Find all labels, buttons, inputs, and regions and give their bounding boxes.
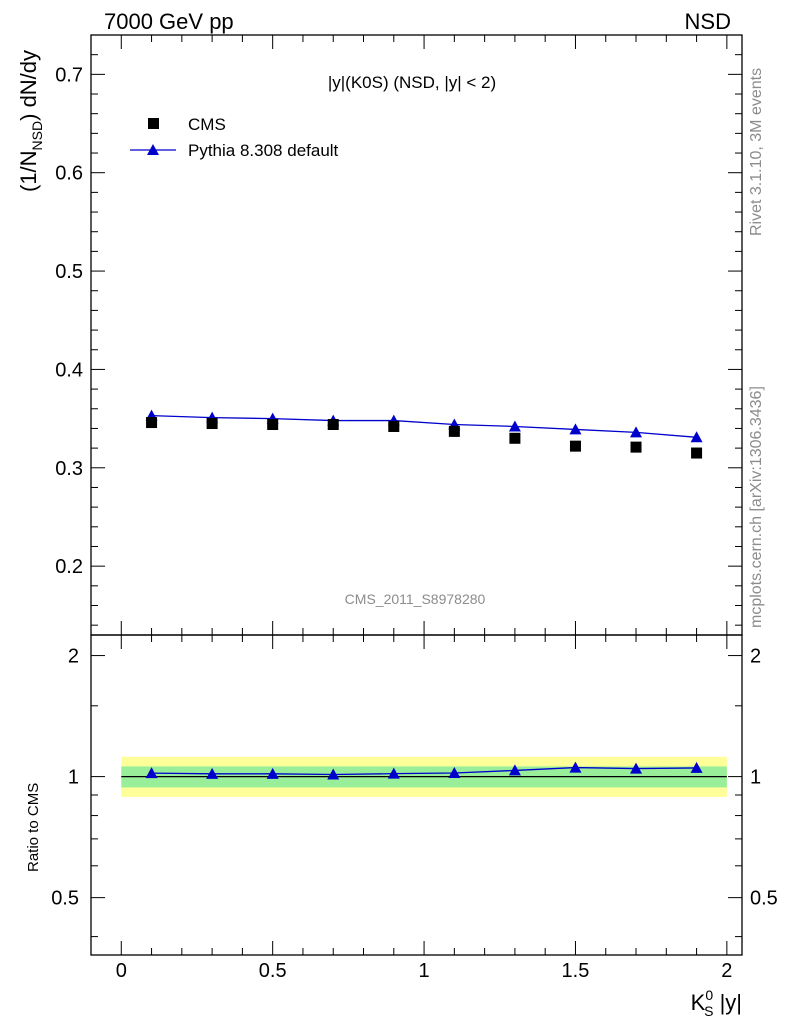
ratio-axis-ticks bbox=[90, 635, 742, 955]
pythia-line bbox=[151, 415, 697, 438]
analysis-watermark: CMS_2011_S8978280 bbox=[345, 591, 486, 607]
rivet-version-label: Rivet 3.1.10, 3M events bbox=[748, 68, 765, 236]
ratio-pythia-point bbox=[206, 767, 219, 779]
cms-point bbox=[146, 417, 158, 429]
cms-point bbox=[267, 419, 279, 431]
ratio-pythia-point bbox=[508, 764, 521, 776]
y-tick-label: 0.3 bbox=[55, 458, 83, 480]
y-tick-label: 0.7 bbox=[55, 64, 83, 86]
legend-label-cms: CMS bbox=[188, 115, 226, 134]
ratio-pythia-point bbox=[327, 768, 340, 780]
cms-point bbox=[388, 420, 400, 432]
ratio-pythia-point bbox=[266, 767, 279, 779]
ratio-y-tick-label-left: 0.5 bbox=[51, 888, 79, 910]
legend: CMS Pythia 8.308 default bbox=[130, 115, 339, 160]
header-right-label: NSD bbox=[685, 9, 731, 34]
ratio-y-tick-label-left: 2 bbox=[68, 646, 79, 668]
main-title: |y|(K0S) (NSD, |y| < 2) bbox=[328, 73, 496, 92]
cms-point bbox=[569, 440, 581, 452]
ratio-pythia-point bbox=[448, 766, 461, 778]
cms-point bbox=[509, 432, 521, 444]
pythia-point bbox=[508, 420, 521, 432]
main-panel: 0.2 0.3 0.4 0.5 0.6 0.7 |y|(K0S) (NSD, |y| < … bbox=[16, 34, 743, 636]
cms-point bbox=[691, 447, 703, 459]
ratio-pythia-point bbox=[145, 767, 158, 779]
ratio-y-axis-label: Ratio to CMS bbox=[25, 783, 42, 872]
x-tick-label: 1 bbox=[419, 960, 430, 982]
ratio-panel: 0.5 0.5 1 1 2 2 0 0.5 1 1.5 2 Ratio to CMS K0 S |y… bbox=[25, 634, 778, 1019]
pythia-point bbox=[690, 431, 703, 443]
legend-label-pythia: Pythia 8.308 default bbox=[188, 141, 339, 160]
x-tick-label: 0.5 bbox=[259, 960, 287, 982]
ratio-pythia-point bbox=[569, 761, 582, 773]
ratio-pythia-line bbox=[151, 766, 697, 776]
ratio-y-tick-label-left: 1 bbox=[68, 767, 79, 789]
ratio-y-tick-label-right: 2 bbox=[750, 646, 761, 668]
header-left-label: 7000 GeV pp bbox=[104, 9, 234, 34]
x-tick-labels: 0 0.5 1 1.5 2 bbox=[116, 960, 733, 982]
y-tick-label: 0.4 bbox=[55, 359, 83, 381]
ratio-pythia-point bbox=[630, 762, 643, 774]
main-y-axis-label: (1/NNSD) dN/dy bbox=[16, 50, 45, 192]
x-axis-label: K0 S |y| bbox=[691, 987, 742, 1019]
legend-marker-pythia bbox=[147, 144, 159, 155]
source-label: mcplots.cern.ch [arXiv:1306.3436] bbox=[748, 386, 765, 628]
y-tick-label: 0.5 bbox=[55, 261, 83, 283]
y-tick-label: 0.2 bbox=[55, 556, 83, 578]
legend-marker-cms bbox=[148, 118, 159, 129]
ratio-y-tick-labels: 0.5 0.5 1 1 2 2 bbox=[51, 646, 778, 910]
y-tick-label: 0.6 bbox=[55, 163, 83, 185]
pythia-point bbox=[569, 423, 582, 435]
main-y-tick-labels: 0.2 0.3 0.4 0.5 0.6 0.7 bbox=[55, 64, 83, 578]
x-tick-label: 0 bbox=[116, 960, 127, 982]
ratio-pythia-point bbox=[690, 761, 703, 773]
x-tick-label: 2 bbox=[721, 960, 732, 982]
x-tick-label: 1.5 bbox=[562, 960, 590, 982]
cms-point bbox=[206, 418, 218, 430]
ratio-pythia-point bbox=[387, 767, 400, 779]
ratio-y-tick-label-right: 1 bbox=[750, 767, 761, 789]
cms-point bbox=[630, 441, 642, 453]
pythia-point bbox=[630, 426, 643, 438]
cms-point bbox=[448, 425, 460, 437]
main-axis-ticks bbox=[90, 34, 742, 635]
cms-point bbox=[327, 419, 339, 431]
ratio-y-tick-label-right: 0.5 bbox=[750, 888, 778, 910]
